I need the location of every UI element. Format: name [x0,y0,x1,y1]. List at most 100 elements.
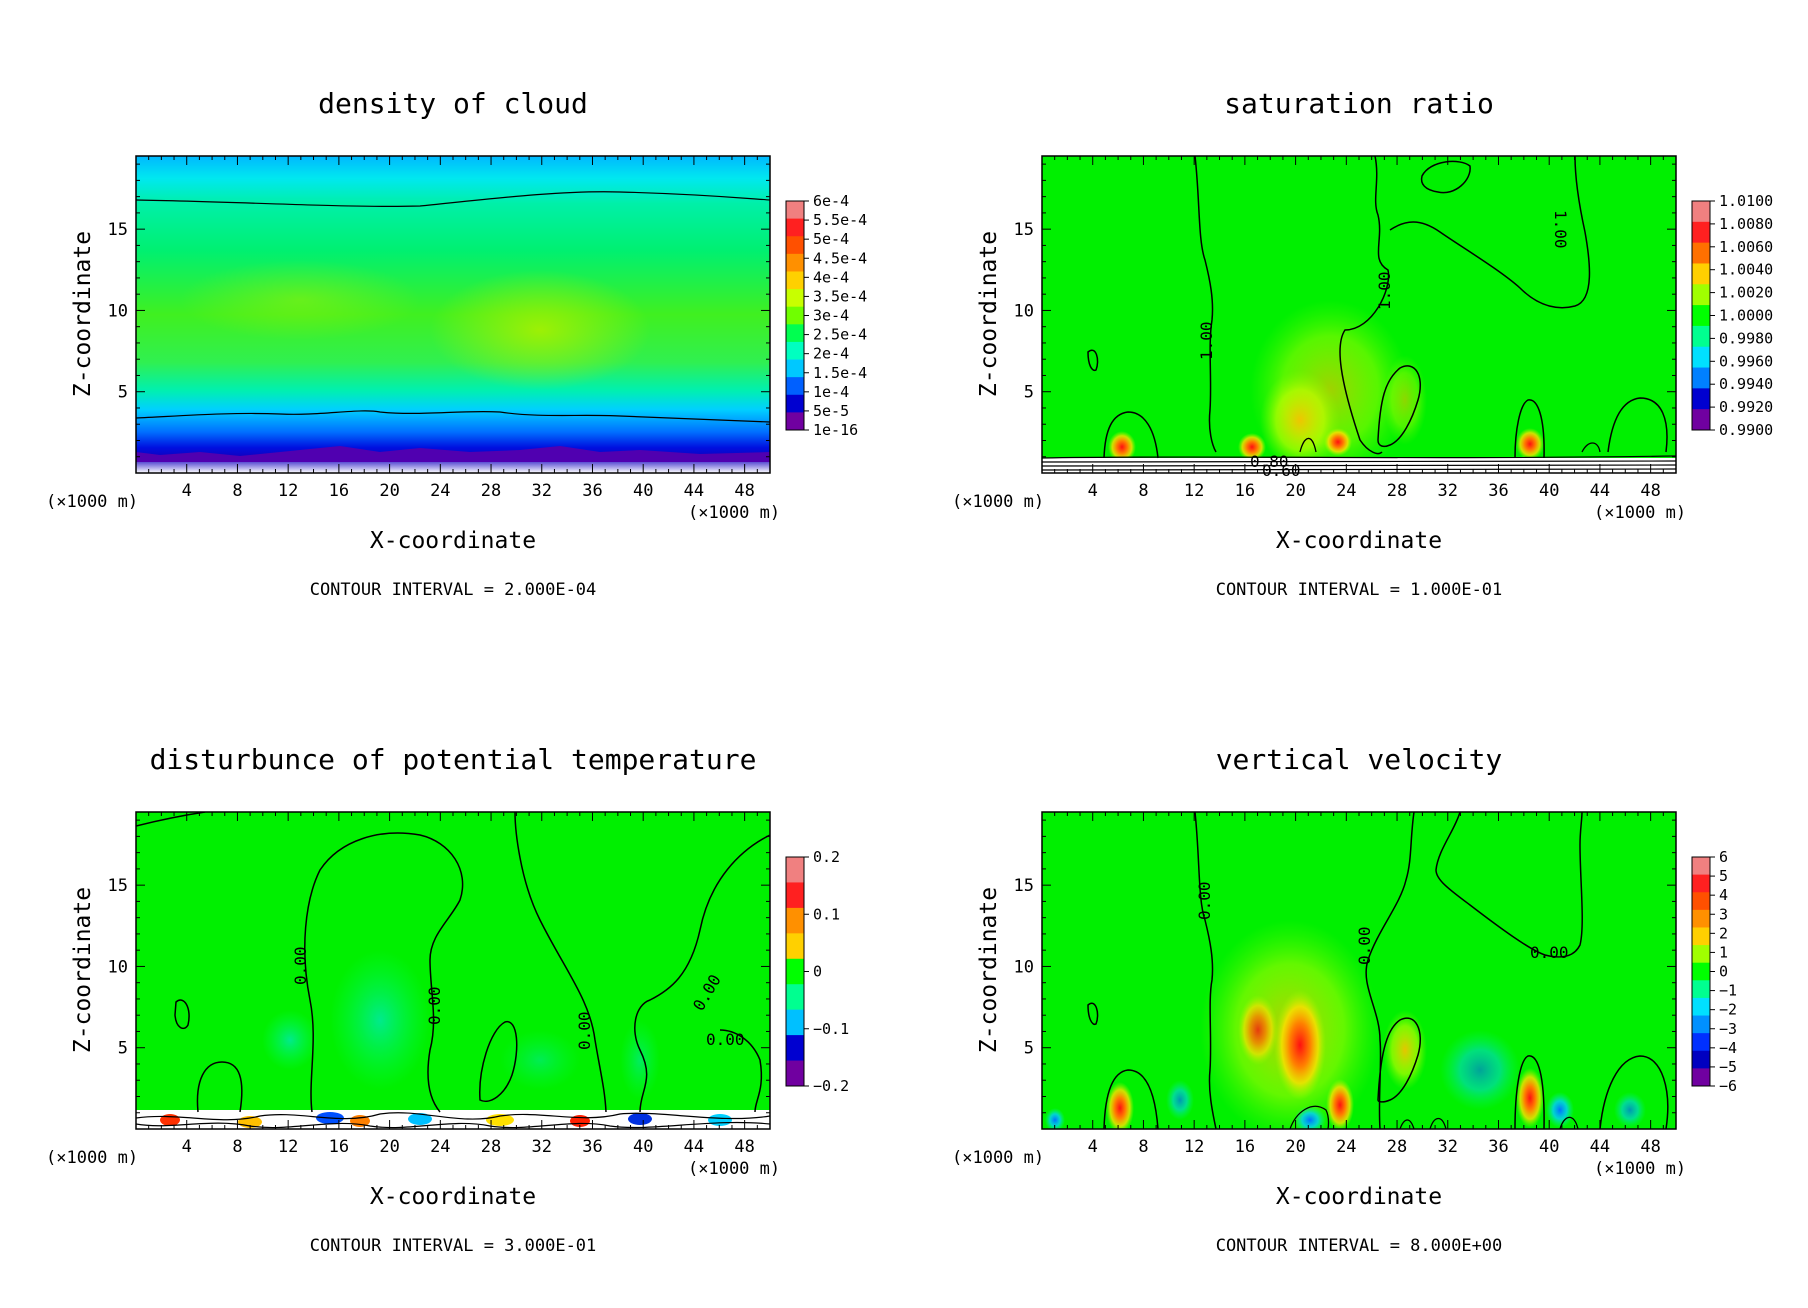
y-tick-label: 15 [108,876,128,896]
colorbar-swatch [786,958,804,985]
contour-line [196,1061,243,1113]
contour-line [1042,468,1676,471]
contour-line [1514,1055,1545,1129]
colorbar-tick-label: 5e-4 [813,230,849,248]
contour-label: 0.60 [1262,461,1301,480]
colorbar-tick-label: −1 [1719,982,1737,1000]
colorbar-swatch [786,882,804,909]
contour-line [1299,437,1317,453]
x-axis-title: X-coordinate [370,1184,536,1210]
x-tick-label: 20 [379,481,399,501]
x-tick-label: 16 [329,1137,349,1157]
x-unit-label-right: (×1000 m) [1594,503,1686,523]
y-tick-label: 5 [1024,1039,1034,1059]
contour-label: 0.00 [1195,881,1214,920]
contour-line [1377,1017,1421,1103]
x-tick-label: 4 [1088,1137,1098,1157]
contour-label: 0.80 [1250,452,1289,471]
heatmap-anomaly [430,270,650,390]
colorbar-swatch [786,1060,804,1087]
contour-line [1194,156,1217,453]
x-axis-title: X-coordinate [1276,528,1442,554]
colorbar-swatch [1692,263,1710,285]
contour-line [136,410,770,423]
heatmap-anomaly [1260,370,1340,470]
colorbar-tick-label: 5 [1719,867,1728,885]
colorbar-swatch [1692,857,1710,876]
heatmap-anomaly [330,950,430,1090]
contour-label: 0.00 [1355,926,1374,965]
x-tick-label: 36 [1488,481,1508,501]
colorbar-tick-label: 1.0100 [1719,192,1773,210]
colorbar-tick-label: 1 [1719,943,1728,961]
heatmap-anomaly [1326,1079,1354,1129]
x-tick-label: 40 [633,481,653,501]
colorbar-tick-label: 0.1 [813,905,840,923]
colorbar-swatch [1692,962,1710,981]
colorbar-swatch [786,907,804,934]
contour-line [1289,1105,1330,1129]
x-unit-label-left: (×1000 m) [46,1148,138,1168]
colorbar-swatch [1692,927,1710,946]
x-tick-label: 24 [1336,1137,1356,1157]
heatmap-anomaly [1274,990,1326,1100]
colorbar-swatch [786,359,804,378]
colorbar: 6e-45.5e-45e-44.5e-44e-43.5e-4 3e-42.5e-4… [785,192,867,439]
colorbar-tick-label: −2 [1719,1001,1737,1019]
colorbar-tick-label: 0.9940 [1719,375,1773,393]
colorbar-tick-label: 0.9960 [1719,352,1773,370]
colorbar-swatch [786,341,804,361]
x-tick-label: 36 [1488,1137,1508,1157]
contour-line [1599,1055,1669,1129]
heatmap-anomaly [1440,1030,1520,1110]
x-tick-label: 28 [1387,1137,1407,1157]
y-axis-title: Z-coordinate [976,231,1002,397]
heatmap-anomaly [620,1020,660,1100]
y-axis-ticks: 5 10 15 [1014,819,1676,1114]
panel-title: vertical velocity [1216,743,1503,776]
contour-label: 0.00 [1530,943,1569,962]
x-axis-ticks: 4 8 12 16 20 24 28 32 36 40 44 48 [1054,812,1664,1157]
contour-label: 0.00 [706,1030,745,1049]
colorbar-swatch [786,412,804,431]
contour-label: 1.00 [1375,271,1394,310]
x-tick-label: 48 [1640,481,1660,501]
contour-line [719,1029,763,1113]
colorbar-tick-label: 1.0040 [1719,261,1773,279]
x-axis-title: X-coordinate [1276,1184,1442,1210]
plot-area [1042,812,1676,1129]
x-unit-label-left: (×1000 m) [952,1148,1044,1168]
colorbar-swatch [1692,1050,1710,1069]
contour-line [1607,397,1668,453]
x-tick-label: 32 [532,481,552,501]
contour-label: 1.00 [1551,210,1570,249]
colorbar-swatch [1692,980,1710,999]
colorbar-tick-label: 1e-4 [813,383,849,401]
heatmap-anomaly [1108,431,1136,463]
colorbar-tick-label: 3.5e-4 [813,287,867,305]
colorbar-swatch [1692,242,1710,264]
heatmap-anomaly [1383,355,1427,445]
x-tick-label: 24 [1336,481,1356,501]
heatmap-anomaly [180,260,420,340]
y-tick-label: 10 [108,301,128,321]
y-axis-title: Z-coordinate [70,887,96,1053]
x-tick-label: 12 [1184,481,1204,501]
x-tick-label: 20 [379,1137,399,1157]
colorbar-swatch [786,236,804,255]
x-tick-label: 32 [1438,1137,1458,1157]
colorbar-tick-label: 3e-4 [813,307,849,325]
colorbar-tick-label: 5.5e-4 [813,211,867,229]
heatmap-anomaly [1324,428,1352,456]
contour-line [514,812,607,1113]
colorbar-tick-label: −3 [1719,1020,1737,1038]
colorbar-swatch [786,857,804,883]
colorbar-tick-label: −5 [1719,1058,1737,1076]
colorbar-swatch [786,1035,804,1062]
x-tick-label: 4 [1088,481,1098,501]
colorbar-swatch [1692,346,1710,369]
x-tick-label: 32 [532,1137,552,1157]
panel-vertical-velocity: vertical velocity [952,743,1737,1256]
contour-line [1103,1069,1159,1129]
